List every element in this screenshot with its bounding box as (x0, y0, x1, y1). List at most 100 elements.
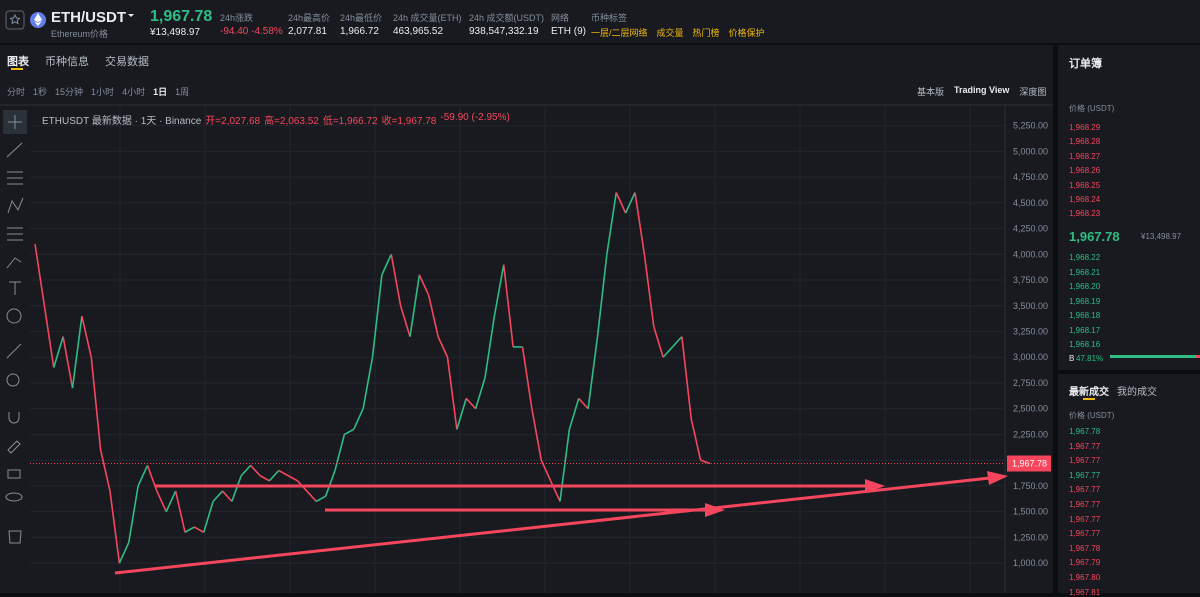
price-segment (456, 398, 468, 430)
stat-value: 2,077.81 (288, 26, 327, 37)
tab[interactable]: 币种信息 (45, 56, 89, 68)
mid-cny: ¥13,498.97 (1141, 232, 1182, 241)
price-segment (109, 490, 121, 564)
price-segment (596, 254, 608, 337)
buy-label: B (1069, 354, 1075, 363)
chart-legend: 低=1,966.72 (322, 116, 378, 127)
y-tick-label: 1,250.00 (1013, 532, 1048, 542)
tag[interactable]: 成交量 (656, 28, 684, 38)
tag[interactable]: 价格保护 (728, 28, 765, 38)
y-tick-label: 4,250.00 (1013, 224, 1048, 234)
price-segment (231, 475, 243, 502)
view-option[interactable]: 深度图 (1019, 87, 1047, 97)
trades-tab[interactable]: 我的成交 (1117, 387, 1157, 398)
ask-price: 1,968.23 (1069, 209, 1101, 219)
price-segment (315, 495, 327, 503)
price-segment (71, 315, 83, 389)
view-option[interactable]: Trading View (954, 85, 1010, 95)
stat-value: 1,966.72 (340, 26, 379, 37)
interval[interactable]: 1秒 (33, 87, 48, 97)
sell-ratio-bar (1196, 355, 1200, 358)
price-segment (652, 326, 664, 358)
y-tick-label: 4,500.00 (1013, 198, 1048, 208)
price-segment (465, 397, 477, 410)
stat-label: 24h 成交额(USDT) (469, 13, 545, 23)
price-segment (502, 264, 514, 348)
y-tick-label: 4,000.00 (1013, 249, 1048, 259)
interval[interactable]: 分时 (7, 87, 26, 97)
price-segment (353, 408, 364, 430)
price-segment (700, 459, 711, 465)
chart-legend: 开=2,027.68 (205, 116, 261, 127)
trade-price: 1,967.77 (1069, 470, 1101, 480)
price-segment (306, 490, 317, 502)
price-segment (606, 192, 618, 255)
y-tick-label: 2,750.00 (1013, 378, 1048, 388)
price-segment (334, 434, 346, 471)
price-segment (156, 490, 167, 512)
mid-price: 1,967.78 (1069, 229, 1120, 244)
chart-legend: -59.90 (-2.95%) (440, 112, 510, 123)
interval[interactable]: 4小时 (122, 87, 146, 97)
trade-price: 1,967.80 (1069, 573, 1101, 582)
y-tick-label: 2,500.00 (1013, 404, 1048, 414)
ask-price: 1,968.29 (1069, 123, 1101, 132)
interval[interactable]: 15分钟 (55, 87, 84, 97)
trade-price: 1,967.77 (1069, 500, 1101, 509)
price-segment (184, 526, 195, 533)
y-tick-label: 4,750.00 (1013, 172, 1048, 182)
annotation-arrows (114, 471, 1008, 575)
orderbook-title: 订单簿 (1069, 58, 1102, 70)
stat-value: 938,547,332.19 (469, 26, 539, 37)
price-segment (343, 428, 355, 436)
price-segment (409, 274, 421, 337)
price-segment (634, 192, 646, 255)
trade-price: 1,967.77 (1069, 456, 1101, 466)
bid-price: 1,968.19 (1069, 296, 1101, 306)
y-tick-label: 5,250.00 (1013, 121, 1048, 131)
price-segment (81, 315, 93, 358)
last-price: 1,967.78 (150, 8, 213, 25)
stat-label: 24h最高价 (288, 13, 331, 23)
tab[interactable]: 图表 (7, 56, 29, 68)
stat-value: 463,965.52 (393, 26, 444, 37)
tag[interactable]: 一层/二层网络 (591, 28, 648, 38)
view-option[interactable]: 基本版 (917, 87, 945, 97)
favorite-box[interactable] (5, 10, 25, 30)
trades-tab[interactable]: 最新成交 (1069, 387, 1109, 398)
dropdown[interactable] (128, 14, 134, 17)
price-segment (531, 408, 543, 461)
star-icon (9, 13, 21, 25)
price-segment (34, 243, 46, 306)
tab[interactable]: 交易数据 (105, 56, 149, 68)
price-segment (521, 346, 533, 409)
trades-underline (1083, 398, 1095, 400)
trade-price: 1,967.77 (1069, 485, 1101, 495)
y-tick-label: 3,250.00 (1013, 326, 1048, 336)
trade-price: 1,967.79 (1069, 558, 1101, 568)
price-segment (278, 469, 289, 477)
price-segment (615, 192, 627, 214)
price-segment (671, 336, 683, 348)
interval[interactable]: 1周 (175, 87, 190, 97)
bid-price: 1,968.21 (1069, 267, 1101, 277)
buy-ratio: 47.81% (1076, 354, 1104, 363)
interval[interactable]: 1日 (153, 87, 168, 97)
price-segment (43, 305, 55, 368)
ask-price: 1,968.27 (1069, 151, 1101, 161)
price-segment (90, 357, 102, 450)
trade-price: 1,967.78 (1069, 427, 1101, 436)
bid-price: 1,968.16 (1069, 340, 1101, 349)
interval[interactable]: 1小时 (91, 87, 115, 97)
price-segment (390, 254, 402, 306)
y-tick-label: 1,500.00 (1013, 507, 1048, 517)
price-segment (202, 501, 214, 533)
stat-label: 24h 成交量(ETH) (393, 13, 462, 23)
last-price-label: 1,967.78 (1012, 459, 1047, 469)
price-segment (578, 397, 589, 410)
tag[interactable]: 热门榜 (692, 28, 720, 38)
asset-name: Ethereum价格 (51, 29, 109, 39)
price-segment (446, 357, 458, 430)
price-segment (99, 449, 111, 492)
y-tick-label: 3,500.00 (1013, 301, 1048, 311)
